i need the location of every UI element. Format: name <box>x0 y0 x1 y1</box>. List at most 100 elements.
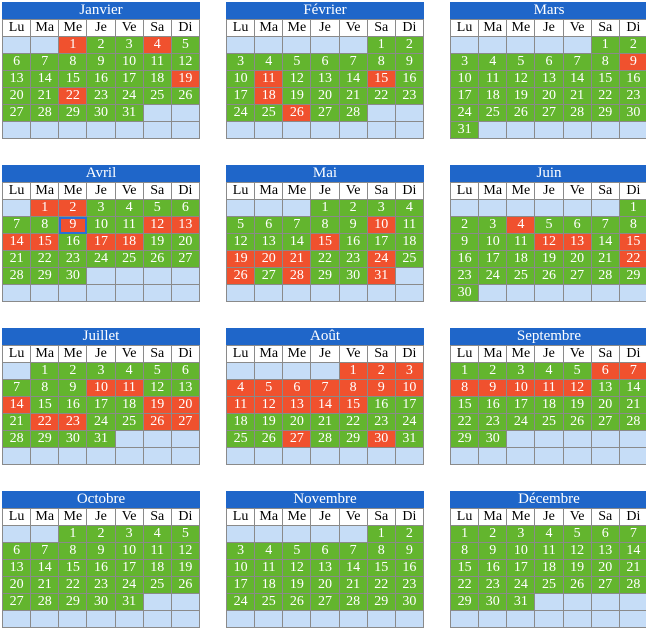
day-cell[interactable]: 5 <box>282 53 312 71</box>
day-cell[interactable]: 15 <box>449 559 480 577</box>
day-cell[interactable]: 10 <box>114 53 144 71</box>
day-cell[interactable]: 5 <box>562 362 592 380</box>
day-cell[interactable]: 4 <box>114 199 144 217</box>
day-cell[interactable]: 6 <box>562 216 592 234</box>
day-cell[interactable]: 28 <box>30 104 60 122</box>
day-cell[interactable]: 6 <box>590 525 620 543</box>
day-cell[interactable]: 29 <box>338 430 368 448</box>
day-cell[interactable]: 18 <box>394 233 425 251</box>
day-cell[interactable]: 31 <box>449 121 480 139</box>
day-cell[interactable]: 21 <box>562 87 592 105</box>
day-cell[interactable]: 25 <box>534 413 564 431</box>
day-cell[interactable]: 9 <box>58 379 88 397</box>
day-cell[interactable]: 30 <box>366 430 396 448</box>
day-cell[interactable]: 17 <box>225 576 256 594</box>
day-cell[interactable]: 11 <box>478 70 508 88</box>
day-cell[interactable]: 14 <box>590 233 620 251</box>
day-cell[interactable]: 10 <box>86 216 116 234</box>
day-cell[interactable]: 12 <box>562 542 592 560</box>
day-cell[interactable]: 11 <box>254 559 284 577</box>
day-cell[interactable]: 18 <box>142 559 172 577</box>
day-cell[interactable]: 1 <box>590 36 620 54</box>
day-cell[interactable]: 8 <box>30 216 60 234</box>
day-cell[interactable]: 28 <box>338 593 368 611</box>
day-cell[interactable]: 16 <box>86 70 116 88</box>
day-cell[interactable]: 25 <box>254 104 284 122</box>
day-cell[interactable]: 6 <box>1 542 32 560</box>
day-cell[interactable]: 22 <box>590 87 620 105</box>
day-cell[interactable]: 5 <box>282 542 312 560</box>
day-cell[interactable]: 17 <box>114 559 144 577</box>
day-cell[interactable]: 26 <box>170 576 201 594</box>
day-cell[interactable]: 26 <box>142 413 172 431</box>
day-cell[interactable]: 2 <box>478 362 508 380</box>
day-cell[interactable]: 3 <box>225 53 256 71</box>
day-cell[interactable]: 10 <box>478 233 508 251</box>
day-cell[interactable]: 15 <box>366 559 396 577</box>
day-cell[interactable]: 26 <box>170 87 201 105</box>
day-cell[interactable]: 12 <box>506 70 536 88</box>
day-cell[interactable]: 16 <box>478 396 508 414</box>
day-cell[interactable]: 2 <box>618 36 646 54</box>
day-cell[interactable]: 13 <box>254 233 284 251</box>
day-cell[interactable]: 23 <box>86 87 116 105</box>
day-cell[interactable]: 23 <box>394 87 425 105</box>
day-cell[interactable]: 10 <box>86 379 116 397</box>
day-cell[interactable]: 24 <box>449 104 480 122</box>
day-cell[interactable]: 17 <box>478 250 508 268</box>
day-cell[interactable]: 29 <box>58 593 88 611</box>
day-cell[interactable]: 24 <box>394 413 425 431</box>
day-cell[interactable]: 13 <box>590 542 620 560</box>
day-cell[interactable]: 23 <box>58 250 88 268</box>
day-cell[interactable]: 28 <box>282 267 312 285</box>
day-cell[interactable]: 17 <box>225 87 256 105</box>
day-cell[interactable]: 2 <box>366 362 396 380</box>
day-cell[interactable]: 20 <box>310 576 340 594</box>
day-cell[interactable]: 17 <box>366 233 396 251</box>
day-cell[interactable]: 28 <box>590 267 620 285</box>
day-cell[interactable]: 21 <box>310 413 340 431</box>
day-cell[interactable]: 14 <box>30 70 60 88</box>
day-cell[interactable]: 23 <box>618 87 646 105</box>
day-cell[interactable]: 3 <box>506 525 536 543</box>
day-cell[interactable]: 18 <box>254 576 284 594</box>
day-cell[interactable]: 19 <box>282 576 312 594</box>
day-cell[interactable]: 14 <box>618 542 646 560</box>
day-cell[interactable]: 28 <box>338 104 368 122</box>
day-cell[interactable]: 22 <box>30 413 60 431</box>
day-cell[interactable]: 23 <box>86 576 116 594</box>
day-cell[interactable]: 22 <box>366 576 396 594</box>
day-cell[interactable]: 29 <box>618 267 646 285</box>
day-cell[interactable]: 5 <box>142 362 172 380</box>
day-cell[interactable]: 10 <box>506 542 536 560</box>
day-cell[interactable]: 9 <box>338 216 368 234</box>
day-cell[interactable]: 14 <box>338 559 368 577</box>
day-cell[interactable]: 28 <box>30 593 60 611</box>
day-cell[interactable]: 7 <box>282 216 312 234</box>
day-cell[interactable]: 3 <box>449 53 480 71</box>
day-cell[interactable]: 20 <box>282 413 312 431</box>
day-cell[interactable]: 31 <box>394 430 425 448</box>
day-cell[interactable]: 8 <box>58 542 88 560</box>
day-cell[interactable]: 10 <box>366 216 396 234</box>
day-cell[interactable]: 20 <box>170 396 201 414</box>
day-cell[interactable]: 6 <box>282 379 312 397</box>
day-cell[interactable]: 19 <box>142 396 172 414</box>
day-cell[interactable]: 5 <box>562 525 592 543</box>
day-cell[interactable]: 21 <box>618 396 646 414</box>
day-cell[interactable]: 3 <box>225 542 256 560</box>
day-cell[interactable]: 12 <box>142 379 172 397</box>
day-cell[interactable]: 5 <box>142 199 172 217</box>
day-cell[interactable]: 30 <box>478 430 508 448</box>
day-cell[interactable]: 24 <box>506 413 536 431</box>
day-cell[interactable]: 2 <box>86 525 116 543</box>
day-cell[interactable]: 16 <box>58 233 88 251</box>
day-cell[interactable]: 16 <box>86 559 116 577</box>
day-cell[interactable]: 6 <box>534 53 564 71</box>
day-cell[interactable]: 4 <box>142 36 172 54</box>
day-cell[interactable]: 3 <box>114 525 144 543</box>
day-cell[interactable]: 22 <box>310 250 340 268</box>
day-cell[interactable]: 9 <box>86 542 116 560</box>
day-cell[interactable]: 24 <box>86 413 116 431</box>
day-cell[interactable]: 8 <box>310 216 340 234</box>
